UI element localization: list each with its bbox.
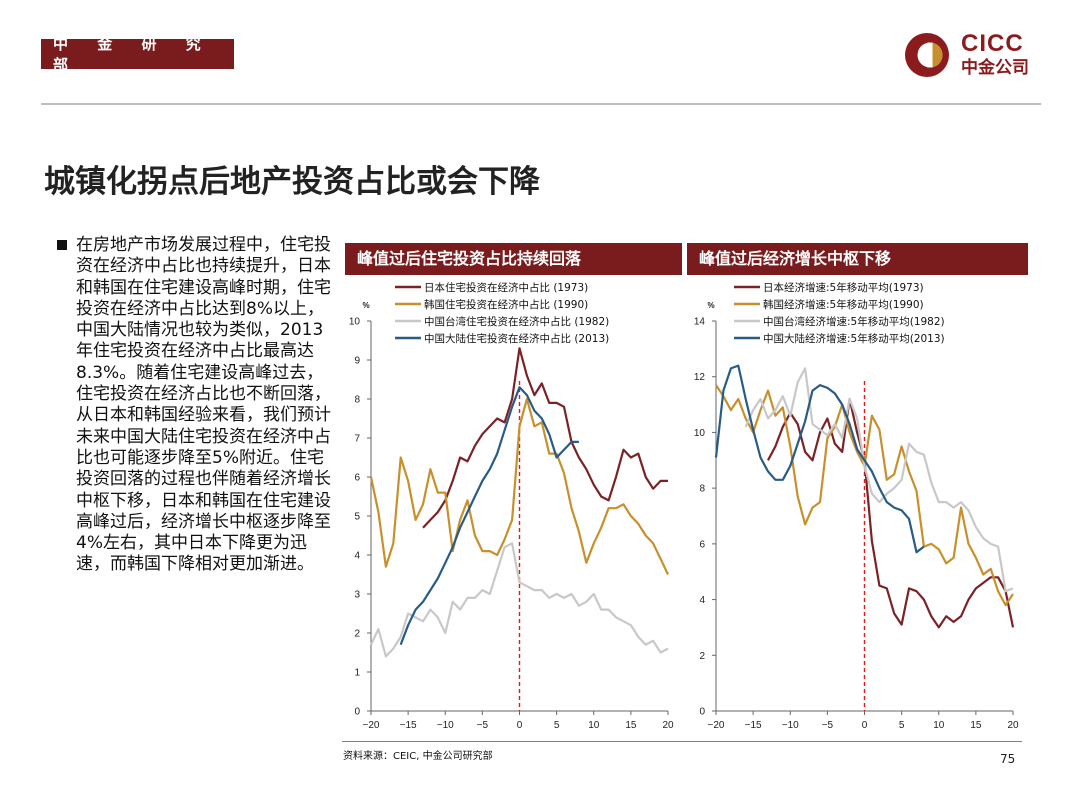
right-y-tick-label: 2	[699, 651, 705, 662]
right-y-tick-label: 4	[699, 595, 705, 606]
right-x-tick-label: −5	[822, 720, 834, 731]
right-x-tick-label: 10	[933, 720, 945, 731]
left-chart-title: 峰值过后住宅投资占比持续回落	[345, 243, 682, 275]
source-divider	[342, 741, 1022, 742]
department-tag: 中 金 研 究 部	[41, 35, 234, 74]
left-x-tick-label: 15	[625, 720, 637, 731]
right-x-tick-label: −15	[745, 720, 762, 731]
page-number: 75	[1000, 752, 1016, 766]
left-y-tick-label: 7	[354, 434, 360, 445]
left-x-tick-label: 0	[517, 720, 523, 731]
right-y-tick-label: 6	[699, 539, 705, 550]
left-legend-label-japan: 日本住宅投资在经济中占比 (1973)	[424, 281, 588, 294]
left-y-tick-label: 5	[354, 512, 360, 523]
right-series-line-china	[714, 364, 925, 554]
right-y-tick-label: 8	[699, 484, 705, 495]
right-unit-label: %	[707, 301, 714, 310]
right-y-tick-label: 10	[694, 428, 706, 439]
cicc-logo: CICC 中金公司	[903, 31, 1043, 79]
left-series-line-japan	[422, 347, 668, 529]
right-y-tick-label: 12	[694, 372, 706, 383]
left-legend-label-china: 中国大陆住宅投资在经济中占比 (2013)	[424, 332, 609, 345]
left-x-tick-label: −5	[477, 720, 489, 731]
left-y-tick-label: 6	[354, 473, 360, 484]
logo-wordmark: CICC	[961, 30, 1024, 57]
left-y-tick-label: 10	[349, 317, 361, 328]
left-x-tick-label: 10	[588, 720, 600, 731]
right-chart-title: 峰值过后经济增长中枢下移	[687, 243, 1028, 275]
left-legend-label-korea: 韩国住宅投资在经济中占比 (1990)	[424, 298, 588, 311]
source-note: 资料来源：CEIC, 中金公司研究部	[343, 751, 493, 762]
left-y-tick-label: 9	[354, 356, 360, 367]
right-y-tick-label: 0	[699, 707, 705, 718]
right-series-line-japan	[767, 397, 1015, 629]
right-x-tick-label: −10	[782, 720, 799, 731]
left-y-tick-label: 0	[354, 707, 360, 718]
left-x-tick-label: 20	[662, 720, 674, 731]
right-x-tick-label: 5	[899, 720, 905, 731]
right-legend-label-china: 中国大陆经济增速:5年移动平均(2013)	[763, 332, 945, 345]
right-legend-label-taiwan: 中国台湾经济增速:5年移动平均(1982)	[763, 315, 945, 328]
left-y-tick-label: 3	[354, 590, 360, 601]
left-x-tick-label: −10	[437, 720, 454, 731]
right-x-tick-label: −20	[708, 720, 725, 731]
header-divider	[41, 103, 1041, 105]
right-series-line-taiwan	[744, 367, 1014, 593]
left-unit-label: %	[362, 301, 369, 310]
left-x-tick-label: −15	[400, 720, 417, 731]
left-y-tick-label: 1	[354, 668, 360, 679]
left-x-tick-label: −20	[363, 720, 380, 731]
left-y-tick-label: 8	[354, 395, 360, 406]
page-title: 城镇化拐点后地产投资占比或会下降	[44, 164, 540, 200]
left-y-tick-label: 2	[354, 629, 360, 640]
right-legend-label-korea: 韩国经济增速:5年移动平均(1990)	[763, 298, 924, 311]
left-y-tick-label: 4	[354, 551, 360, 562]
bullet-square-icon	[57, 240, 67, 250]
right-x-tick-label: 20	[1007, 720, 1019, 731]
right-y-tick-label: 14	[694, 317, 706, 328]
right-legend-label-japan: 日本经济增速:5年移动平均(1973)	[763, 281, 924, 294]
cicc-logo-mark-icon	[905, 33, 949, 77]
left-legend-label-taiwan: 中国台湾住宅投资在经济中占比 (1982)	[424, 315, 609, 328]
left-x-tick-label: 5	[554, 720, 560, 731]
right-x-tick-label: 15	[970, 720, 982, 731]
logo-chinese-name: 中金公司	[961, 58, 1029, 78]
body-paragraph: 在房地产市场发展过程中，住宅投资在经济中占比也持续提升，日本和韩国在住宅建设高峰…	[76, 235, 331, 575]
right-x-tick-label: 0	[862, 720, 868, 731]
